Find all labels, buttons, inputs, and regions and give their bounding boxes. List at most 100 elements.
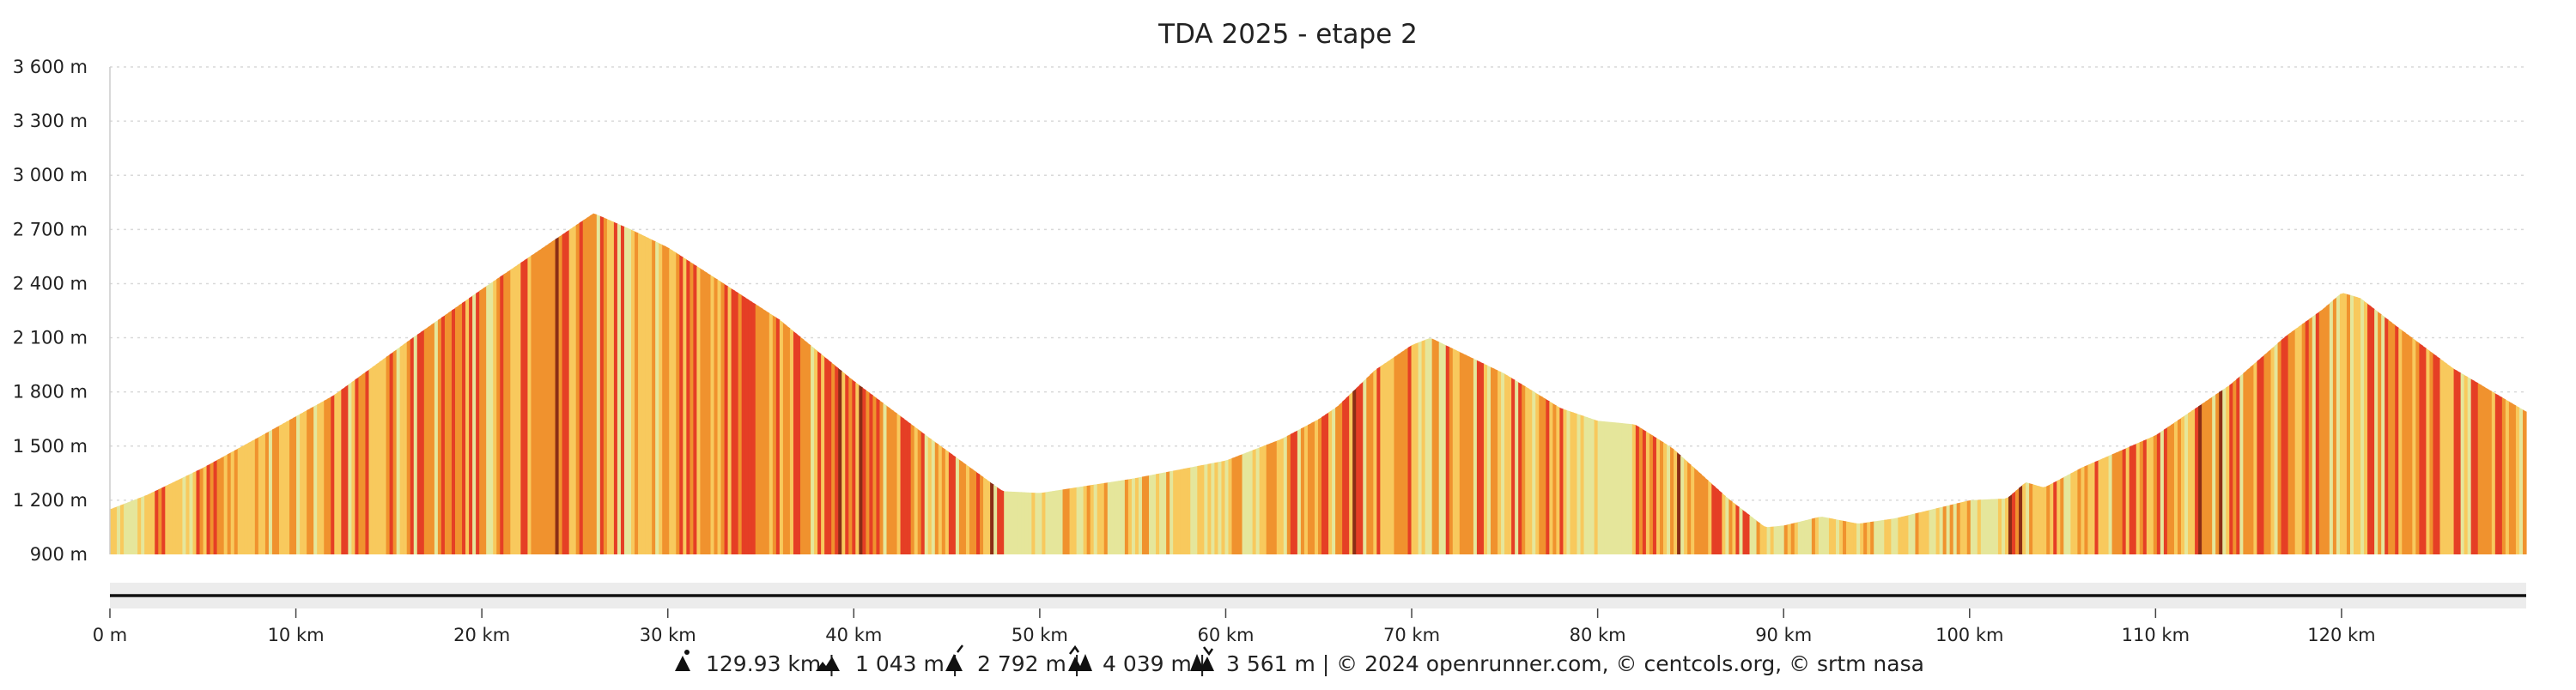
elevation-segment [648, 238, 653, 554]
elevation-segment [1563, 409, 1568, 554]
elevation-segment [1083, 485, 1088, 554]
elevation-segment [1152, 474, 1157, 554]
elevation-segment [2494, 393, 2500, 554]
elevation-segment [2470, 378, 2476, 554]
elevation-segment [2022, 481, 2026, 554]
elevation-segment [1877, 520, 1881, 554]
elevation-segment [1131, 478, 1136, 554]
elevation-segment [2484, 387, 2489, 554]
elevation-segment [848, 377, 853, 554]
elevation-segment [2505, 399, 2510, 554]
elevation-segment [893, 410, 898, 554]
elevation-segment [1922, 511, 1927, 554]
elevation-segment [1276, 439, 1281, 554]
elevation-segment [2443, 360, 2448, 554]
elevation-segment [1797, 521, 1802, 554]
elevation-segment [1297, 428, 1302, 554]
elevation-segment [151, 491, 155, 554]
elevation-segment [782, 323, 787, 554]
elevation-segment [886, 405, 891, 554]
elevation-segment [900, 415, 905, 554]
elevation-segment [1715, 487, 1719, 554]
range-navigator[interactable] [110, 583, 2526, 608]
elevation-segment [1777, 525, 1782, 554]
elevation-segment [555, 236, 560, 554]
elevation-segment [307, 408, 311, 554]
elevation-segment [117, 505, 121, 554]
elevation-segment [1255, 447, 1261, 554]
elevation-segment [465, 298, 470, 554]
elevation-segment [1725, 496, 1729, 554]
elevation-segment [247, 440, 252, 554]
elevation-segment [1956, 502, 1961, 554]
elevation-segment [1245, 451, 1250, 554]
elevation-segment [2063, 475, 2068, 554]
elevation-segment [1307, 422, 1312, 554]
elevation-segment [1214, 462, 1219, 554]
elevation-segment [351, 379, 356, 554]
elevation-segment [2122, 448, 2127, 554]
elevation-segment [2374, 309, 2379, 554]
elevation-segment [824, 356, 829, 554]
elevation-segment [2057, 479, 2061, 554]
elevation-segment [1925, 510, 1930, 554]
elevation-segment [331, 394, 335, 554]
elevation-segment [565, 229, 570, 554]
elevation-segment [1583, 415, 1589, 554]
elevation-segment [1349, 391, 1353, 554]
elevation-segment [662, 245, 666, 554]
elevation-segment [703, 270, 708, 554]
elevation-segment [1674, 449, 1678, 554]
elevation-segment [2087, 463, 2093, 554]
distance-peak-icon [675, 650, 690, 671]
elevation-segment [2212, 394, 2216, 554]
elevation-segment [741, 295, 746, 554]
elevation-segment [1787, 524, 1792, 554]
elevation-segment [1573, 412, 1578, 554]
elevation-segment [2181, 415, 2185, 554]
elevation-segment [1580, 415, 1585, 554]
elevation-segment [2046, 484, 2050, 554]
elevation-segment [1273, 440, 1278, 554]
elevation-segment [1929, 509, 1934, 554]
elevation-segment [762, 308, 767, 554]
elevation-segment [1984, 499, 1989, 554]
elevation-segment [2294, 326, 2300, 554]
elevation-segment [1597, 421, 1602, 554]
elevation-segment [1549, 401, 1553, 554]
elevation-segment [1380, 364, 1384, 554]
elevation-segment [513, 264, 518, 554]
y-tick-label: 3 000 m [13, 165, 88, 185]
elevation-segment [1611, 421, 1616, 554]
elevation-segment [1860, 523, 1864, 554]
elevation-segment [1356, 384, 1360, 554]
elevation-segment [2325, 303, 2330, 554]
elevation-segment [1642, 429, 1647, 554]
elevation-segment [800, 336, 805, 554]
elevation-segment [1310, 421, 1315, 554]
elevation-segment [710, 275, 715, 554]
x-tick-label: 80 km [1570, 625, 1626, 645]
elevation-segment [1346, 395, 1350, 554]
elevation-segment [2378, 312, 2382, 554]
elevation-segment [1604, 421, 1609, 554]
elevation-segment [2357, 297, 2361, 554]
elevation-segment [320, 400, 325, 554]
elevation-segment [938, 444, 943, 554]
elevation-segment [1103, 482, 1109, 554]
elevation-segment [1428, 338, 1433, 554]
elevation-segment [2053, 481, 2057, 554]
elevation-segment [606, 219, 611, 554]
elevation-segment [1828, 518, 1833, 554]
elevation-segment [1915, 512, 1920, 554]
elevation-segment [962, 462, 967, 554]
elevation-segment [1042, 492, 1047, 554]
elevation-segment [489, 281, 494, 554]
elevation-segment [1973, 499, 1978, 554]
elevation-segment [2108, 454, 2113, 554]
elevation-segment [603, 217, 608, 554]
elevation-segment [396, 347, 401, 554]
elevation-segment [300, 412, 304, 554]
elevation-segment [1635, 425, 1640, 554]
elevation-segment [1127, 478, 1133, 554]
